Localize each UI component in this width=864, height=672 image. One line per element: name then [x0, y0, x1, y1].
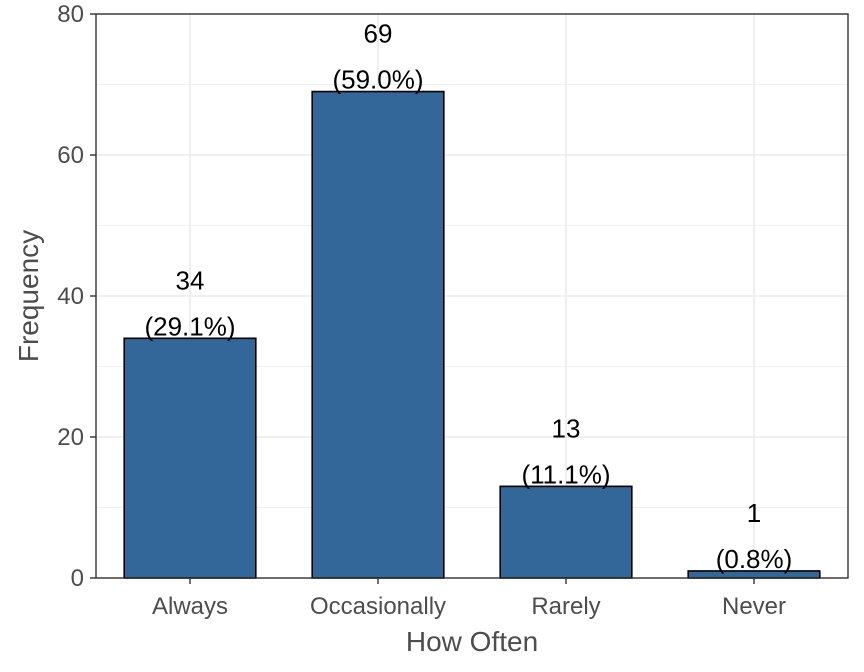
bar-always — [123, 337, 257, 579]
bar-rarely — [499, 485, 633, 579]
count-label: 69 — [364, 19, 393, 49]
x-tick-label: Never — [722, 593, 786, 620]
bar-occasionally — [311, 90, 445, 579]
y-tick-label: 40 — [57, 283, 84, 310]
percent-label: (59.0%) — [332, 65, 423, 95]
bars — [123, 90, 821, 579]
y-axis-ticks: 0 20 40 60 80 — [57, 1, 96, 592]
count-label: 34 — [176, 265, 205, 295]
percent-label: (29.1%) — [144, 311, 235, 341]
x-tick-label: Always — [152, 593, 228, 620]
y-tick-label: 60 — [57, 142, 84, 169]
percent-label: (11.1%) — [521, 459, 610, 489]
y-tick-label: 0 — [71, 565, 84, 592]
y-tick-label: 80 — [57, 1, 84, 28]
y-tick-label: 20 — [57, 424, 84, 451]
data-labels: (29.1%) 34 (59.0%) 69 (11.1%) 13 (0.8%) 1 — [144, 19, 792, 574]
x-axis-title: How Often — [406, 626, 538, 657]
x-tick-label: Rarely — [531, 593, 600, 620]
y-axis-title: Frequency — [13, 230, 44, 362]
count-label: 1 — [747, 498, 761, 528]
x-tick-label: Occasionally — [310, 593, 446, 620]
count-label: 13 — [552, 413, 581, 443]
percent-label: (0.8%) — [716, 544, 793, 574]
x-axis-ticks: Always Occasionally Rarely Never — [152, 578, 786, 620]
